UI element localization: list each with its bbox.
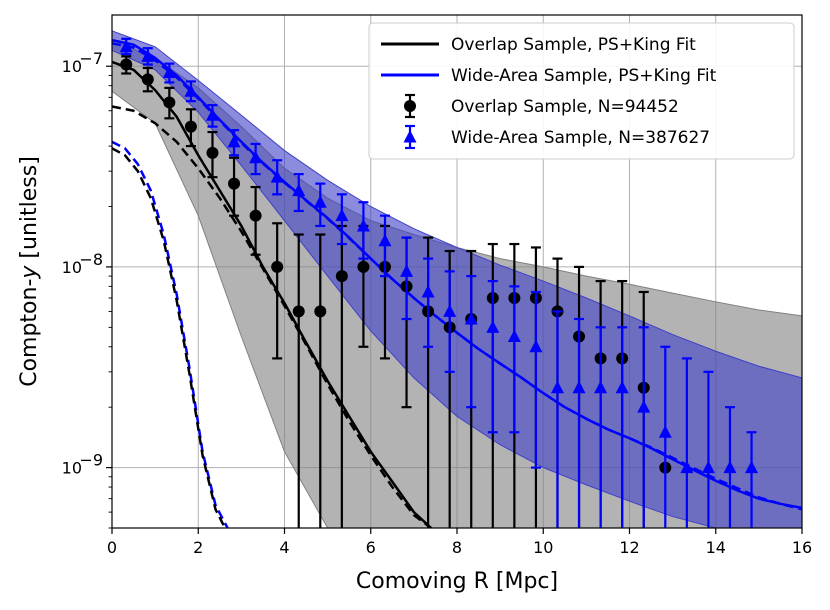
y-axis-label-part: y [17, 265, 42, 280]
data-point [486, 320, 500, 333]
data-point [163, 96, 176, 109]
data-point [292, 183, 306, 197]
data-point [615, 380, 629, 394]
data-point [313, 195, 327, 208]
x-axis-label: Comoving R [Mpc] [356, 569, 558, 594]
y-tick-exponent: −8 [79, 250, 103, 269]
x-tick-label: 8 [452, 538, 462, 557]
data-point [658, 425, 672, 438]
data-point [205, 108, 219, 121]
y-tick-label: 10 [62, 258, 82, 277]
data-point [228, 177, 241, 190]
data-point [550, 380, 564, 394]
data-point [292, 305, 305, 318]
data-point [249, 209, 262, 222]
x-tick-label: 12 [619, 538, 639, 557]
data-point [335, 208, 349, 222]
data-point [206, 146, 219, 159]
data-point [141, 73, 154, 86]
data-point [162, 65, 176, 79]
data-point [745, 460, 759, 474]
data-point [119, 39, 133, 53]
data-point [723, 460, 737, 474]
legend-swatch-circle [404, 100, 416, 112]
x-tick-label: 4 [279, 538, 289, 557]
data-point [680, 460, 694, 474]
data-point [335, 270, 348, 283]
data-point [271, 260, 284, 273]
x-tick-label: 10 [533, 538, 553, 557]
data-point [184, 84, 198, 97]
data-point [637, 400, 651, 413]
data-point [529, 339, 543, 353]
y-tick-label: 10 [62, 459, 82, 478]
data-point [141, 49, 155, 62]
legend-label-overlap_pts: Overlap Sample, N=94452 [451, 97, 679, 117]
legend-label-overlap_fit: Overlap Sample, PS+King Fit [451, 35, 696, 55]
x-tick-label: 2 [193, 538, 203, 557]
data-point [464, 312, 478, 325]
x-tick-label: 16 [792, 538, 812, 557]
data-point [270, 170, 284, 183]
data-point [184, 120, 197, 133]
y-axis-label-part: [unitless] [17, 156, 42, 265]
data-point [378, 233, 392, 247]
wide-area-uncertainty-band [112, 30, 802, 528]
y-axis-label-part: Compton- [17, 279, 42, 387]
data-point [249, 150, 263, 164]
data-point [227, 134, 241, 148]
data-point [314, 305, 327, 318]
legend-box [368, 22, 795, 160]
x-axis: 0 2 4 6 8 10 12 14 16 [107, 528, 812, 557]
data-point [120, 58, 133, 71]
x-tick-label: 6 [366, 538, 376, 557]
y-tick-exponent: −9 [79, 451, 103, 470]
y-axis-label: Compton-y [unitless] [17, 156, 42, 387]
x-tick-label: 14 [706, 538, 726, 557]
legend: Overlap Sample, PS+King Fit Wide-Area Sam… [368, 22, 795, 160]
data-point [507, 329, 521, 343]
y-axis: 10−910−810−7 [62, 49, 112, 529]
y-tick-label: 10 [62, 57, 82, 76]
data-point [701, 460, 715, 474]
data-point [594, 380, 608, 394]
data-point [421, 284, 435, 298]
data-point [400, 264, 414, 277]
overlap-ps-component-line [112, 147, 227, 528]
legend-label-wide_fit: Wide-Area Sample, PS+King Fit [451, 66, 717, 86]
plot-area [112, 30, 802, 528]
legend-swatch-triangle [403, 130, 417, 143]
data-point [572, 380, 586, 394]
x-tick-label: 0 [107, 538, 117, 557]
data-point [356, 218, 370, 232]
overlap-king-component-line [112, 105, 432, 528]
data-point [443, 304, 457, 317]
y-tick-exponent: −7 [79, 49, 103, 68]
legend-label-wide_pts: Wide-Area Sample, N=387627 [451, 128, 710, 148]
data-point [357, 260, 370, 273]
wide-area-data-points [119, 37, 759, 528]
